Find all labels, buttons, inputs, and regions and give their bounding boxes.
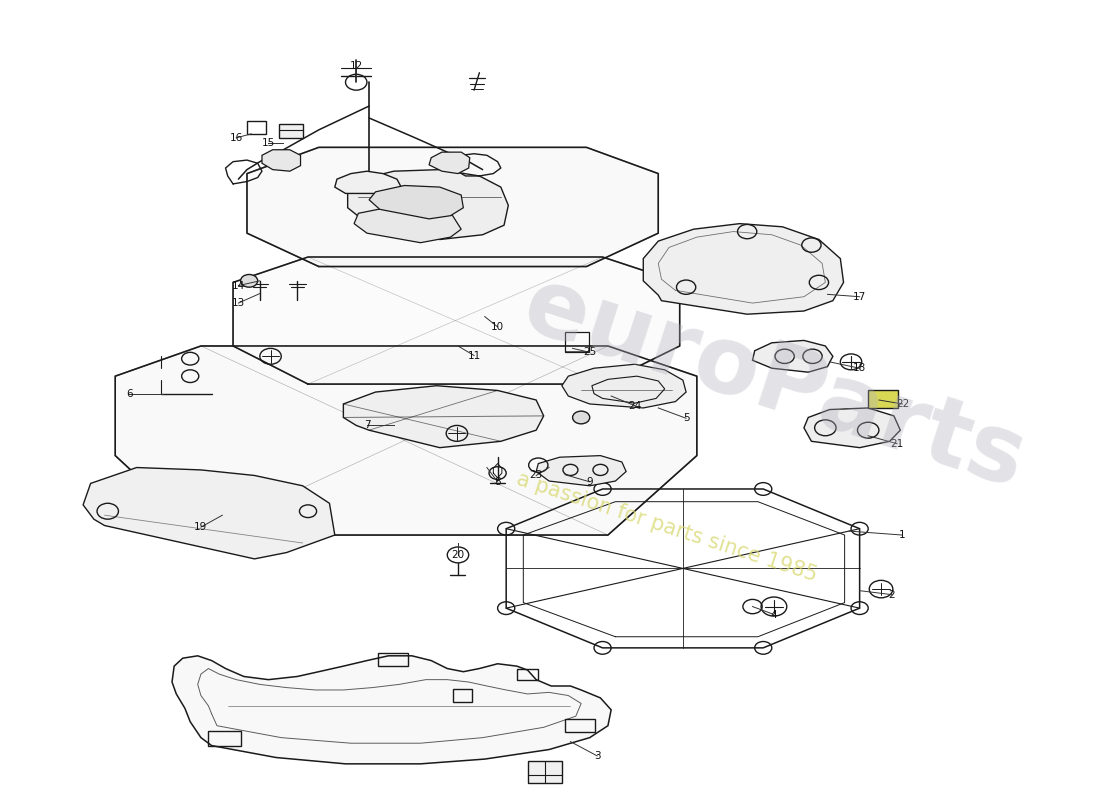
Bar (565, 719, 595, 732)
Polygon shape (84, 467, 334, 559)
Text: 22: 22 (895, 399, 909, 409)
Polygon shape (348, 170, 508, 239)
Polygon shape (354, 208, 461, 242)
Circle shape (241, 274, 257, 287)
Text: 4: 4 (771, 610, 778, 619)
Text: 7: 7 (364, 421, 371, 430)
Polygon shape (562, 364, 686, 408)
Text: a passion for parts since 1985: a passion for parts since 1985 (514, 469, 820, 586)
Text: 8: 8 (494, 477, 501, 487)
Text: 18: 18 (852, 363, 867, 374)
Text: 16: 16 (230, 133, 243, 143)
Polygon shape (644, 224, 844, 314)
Polygon shape (248, 147, 658, 266)
Circle shape (573, 411, 590, 424)
Polygon shape (334, 171, 402, 194)
Bar (279, 123, 302, 138)
Text: 20: 20 (451, 550, 464, 560)
Text: 1: 1 (899, 530, 905, 540)
Text: euroParts: euroParts (512, 260, 1036, 508)
Text: 25: 25 (583, 347, 596, 358)
Polygon shape (536, 456, 626, 486)
Text: 19: 19 (195, 522, 208, 532)
Polygon shape (233, 257, 680, 384)
Polygon shape (429, 152, 470, 174)
Text: 24: 24 (628, 401, 641, 410)
Polygon shape (592, 376, 664, 403)
Polygon shape (116, 346, 696, 535)
Text: 15: 15 (262, 138, 275, 147)
Text: 23: 23 (529, 470, 542, 481)
Polygon shape (262, 150, 300, 171)
Text: 11: 11 (468, 350, 481, 361)
Polygon shape (804, 408, 900, 448)
Text: 10: 10 (491, 322, 504, 332)
Text: 21: 21 (891, 438, 904, 449)
Text: 12: 12 (350, 62, 363, 71)
Bar (565, 333, 588, 352)
Bar (868, 390, 899, 408)
Bar (517, 669, 538, 680)
Text: 14: 14 (232, 281, 245, 290)
Text: 17: 17 (852, 292, 867, 302)
Text: 2: 2 (889, 590, 895, 600)
Text: 5: 5 (683, 414, 690, 423)
Polygon shape (172, 656, 612, 764)
Bar (208, 731, 241, 746)
Polygon shape (370, 186, 463, 219)
Text: 13: 13 (232, 298, 245, 308)
Polygon shape (343, 386, 543, 448)
Bar (377, 654, 408, 666)
Text: 3: 3 (594, 751, 601, 761)
Bar (248, 121, 266, 134)
Polygon shape (752, 341, 833, 372)
Bar (528, 761, 562, 783)
Text: 9: 9 (586, 477, 593, 487)
Text: 6: 6 (125, 389, 132, 398)
Bar (452, 689, 472, 702)
